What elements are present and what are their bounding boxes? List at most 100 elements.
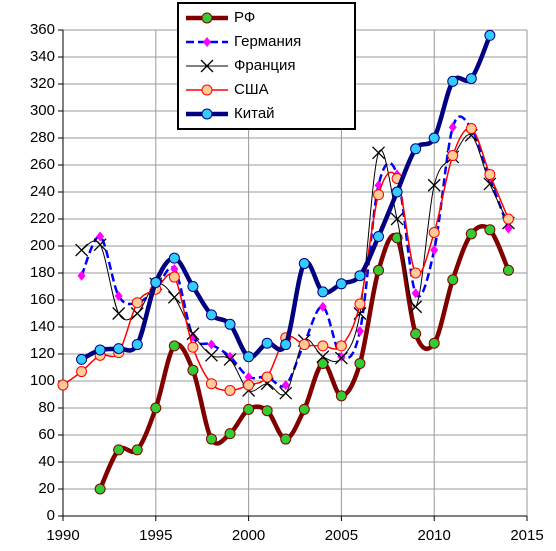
marker	[317, 286, 329, 298]
marker	[484, 29, 496, 41]
marker	[298, 258, 310, 270]
y-tick-label: 260	[30, 156, 55, 173]
y-tick-label: 100	[30, 372, 55, 389]
marker	[447, 75, 459, 87]
marker	[131, 297, 143, 309]
x-tick-label: 1990	[46, 527, 79, 544]
y-tick-label: 80	[38, 399, 55, 416]
marker	[150, 402, 162, 414]
marker	[77, 270, 86, 281]
marker	[298, 339, 310, 351]
marker	[318, 301, 327, 312]
x-tick-label: 1995	[139, 527, 172, 544]
marker	[261, 337, 273, 349]
marker	[113, 444, 125, 456]
marker	[465, 123, 477, 135]
x-tick-label: 2010	[418, 527, 451, 544]
marker	[409, 300, 423, 314]
marker	[410, 267, 422, 279]
marker	[223, 352, 237, 366]
legend-label: Франция	[234, 57, 295, 74]
x-tick-label: 2005	[325, 527, 358, 544]
marker	[187, 341, 199, 353]
marker	[261, 371, 273, 383]
marker	[75, 243, 89, 257]
marker	[168, 271, 180, 283]
marker	[201, 108, 213, 120]
marker	[280, 339, 292, 351]
marker	[281, 380, 290, 391]
marker	[373, 189, 385, 201]
marker	[201, 84, 213, 96]
marker	[280, 433, 292, 445]
marker	[354, 357, 366, 369]
y-tick-label: 160	[30, 291, 55, 308]
y-tick-label: 120	[30, 345, 55, 362]
y-tick-label: 300	[30, 102, 55, 119]
marker	[205, 309, 217, 321]
marker	[168, 252, 180, 264]
marker	[224, 428, 236, 440]
marker	[410, 143, 422, 155]
marker	[96, 231, 105, 242]
marker	[94, 483, 106, 495]
marker	[502, 264, 514, 276]
legend-label: Китай	[234, 105, 275, 122]
legend-label: Германия	[234, 33, 301, 50]
marker	[391, 186, 403, 198]
marker	[150, 276, 162, 288]
marker	[372, 146, 385, 160]
marker	[335, 340, 347, 352]
marker	[410, 328, 422, 340]
marker	[130, 307, 144, 320]
legend-label: США	[234, 81, 269, 98]
marker	[187, 281, 199, 292]
y-tick-label: 40	[38, 453, 55, 470]
marker	[57, 379, 69, 391]
marker	[226, 351, 235, 362]
y-tick-label: 0	[47, 507, 55, 524]
marker	[205, 378, 217, 390]
marker	[114, 290, 123, 301]
marker	[484, 168, 496, 180]
marker	[448, 122, 457, 133]
marker	[447, 150, 459, 162]
x-tick-label: 2015	[510, 527, 543, 544]
marker	[168, 340, 180, 352]
marker	[207, 339, 216, 350]
marker	[391, 232, 403, 244]
marker	[465, 228, 477, 240]
marker	[428, 227, 440, 238]
marker	[131, 339, 143, 351]
marker	[355, 326, 364, 337]
marker	[298, 403, 310, 415]
series-line	[80, 115, 510, 388]
marker	[317, 340, 329, 352]
marker	[502, 213, 514, 225]
marker	[243, 379, 255, 391]
marker	[93, 238, 107, 252]
y-tick-label: 200	[30, 237, 55, 254]
y-tick-label: 340	[30, 48, 55, 65]
marker	[428, 337, 440, 349]
marker	[201, 12, 213, 24]
marker	[427, 178, 441, 192]
marker	[465, 73, 477, 85]
marker	[261, 405, 273, 417]
marker	[244, 371, 253, 382]
marker	[335, 278, 347, 290]
marker	[170, 263, 179, 274]
marker	[112, 307, 126, 320]
y-tick-label: 280	[30, 129, 55, 146]
y-tick-label: 240	[30, 183, 55, 200]
marker	[354, 298, 366, 310]
marker	[373, 231, 385, 243]
marker	[205, 433, 217, 445]
marker	[484, 224, 496, 236]
marker	[411, 288, 420, 299]
y-tick-label: 360	[30, 21, 55, 38]
marker	[113, 343, 125, 355]
marker	[334, 351, 348, 365]
marker	[187, 364, 199, 376]
